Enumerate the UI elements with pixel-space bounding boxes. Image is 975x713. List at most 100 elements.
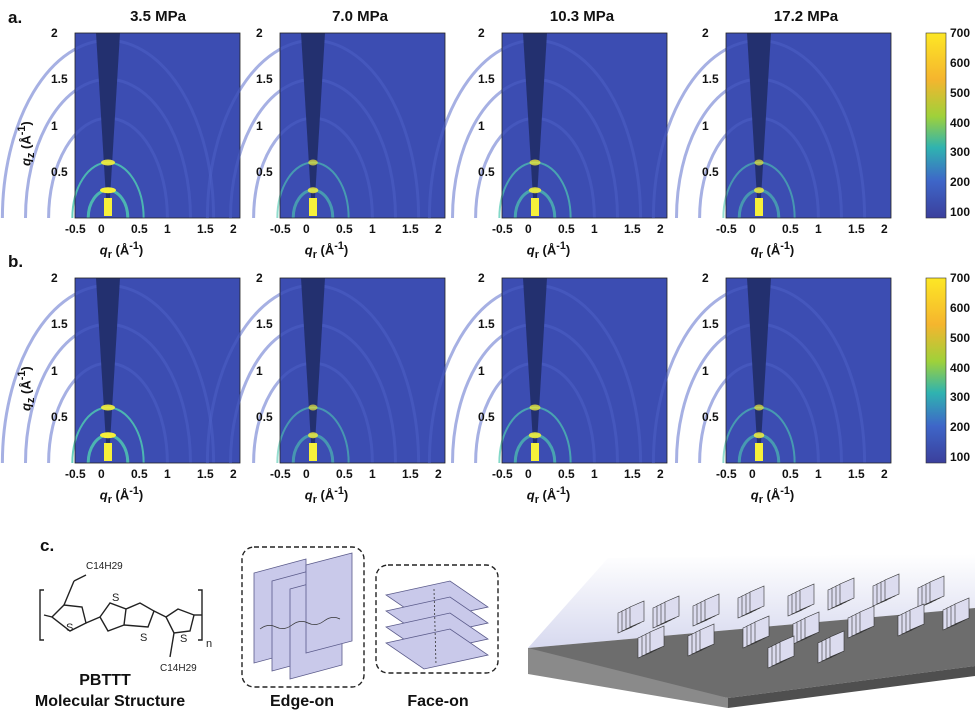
y-tick: 0.5 [478,409,495,424]
colorbar-tick: 500 [950,85,971,100]
y-tick: 0.5 [702,164,719,179]
colorbar-b [925,277,947,464]
sulfur-4: S [180,633,187,645]
x-tick: -0.5 [716,222,737,236]
y-tick: 1 [256,118,263,133]
x-tick: 0 [749,222,756,236]
x-tick: 0.5 [782,467,799,481]
heatmap-a-2 [205,32,446,219]
crystallite [884,573,900,601]
panel-c-label: c. [40,536,55,555]
y-tick: 1.5 [702,72,719,87]
x-tick: 2 [881,467,888,481]
heatmap-b-2 [205,277,446,464]
x-tick: 1.5 [848,467,865,481]
colorbar-tick: 300 [950,390,971,405]
x-tick: 1.5 [402,222,419,236]
x-tick: 0 [749,467,756,481]
y-tick: 2 [51,271,58,285]
pbttt-caption: Molecular Structure [34,693,186,710]
heatmap-b-3 [427,277,668,464]
colorbar-tick: 700 [950,271,971,285]
y-tick: 2 [478,271,485,285]
x-tick: 1 [815,222,822,236]
x-axis-label: qr (Å-1) [750,240,795,261]
y-tick: 2 [256,271,263,285]
x-tick: 1 [591,467,598,481]
x-tick: -0.5 [492,467,513,481]
x-tick: -0.5 [65,222,86,236]
sulfur-3: S [140,632,147,644]
crystallite [909,603,925,631]
crystallite [804,611,820,639]
y-tick: 2 [702,26,709,40]
x-tick: 2 [435,222,442,236]
colorbar-tick: 600 [950,300,971,315]
y-tick: 0.5 [51,409,68,424]
x-tick: -0.5 [270,222,291,236]
y-tick: 2 [256,26,263,40]
y-tick: 0.5 [478,164,495,179]
crystallite [799,583,815,611]
crystallite [779,635,795,663]
crystallite [629,600,645,628]
colorbar-tick: 100 [950,450,971,465]
colorbar-tick: 500 [950,330,971,345]
y-tick: 1.5 [702,317,719,332]
repeat-unit: n [206,638,212,650]
y-tick: 1.5 [256,317,273,332]
crystallite [839,577,855,605]
x-tick: 1 [369,467,376,481]
x-tick: 2 [881,222,888,236]
sulfur-2: S [112,592,119,604]
y-tick: 0.5 [256,164,273,179]
side-chain-bottom: C14H29 [160,663,197,674]
colorbar-tick: 700 [950,26,971,40]
colorbar-tick: 300 [950,145,971,160]
x-axis-label: qr (Å-1) [526,485,571,506]
colorbar-tick: 400 [950,115,971,130]
x-tick: 0 [303,222,310,236]
x-tick: 0.5 [558,467,575,481]
pressure-title-4: 17.2 MPa [773,8,839,25]
x-axis-label: qr (Å-1) [526,240,571,261]
y-tick: 0.5 [702,409,719,424]
y-tick: 1.5 [478,317,495,332]
crystallite [829,630,845,658]
x-tick: -0.5 [716,467,737,481]
crystallite [699,623,715,651]
crystallite [929,575,945,603]
heatmap-a-4 [651,32,892,219]
panel-a-label: a. [8,8,23,27]
y-tick: 1 [702,363,709,378]
x-tick: 0 [98,222,105,236]
sulfur-1: S [66,622,73,634]
x-tick: 0.5 [131,222,148,236]
y-tick: 0.5 [51,164,68,179]
y-tick: 1 [478,363,485,378]
pbttt-structure: S S S S C14H29 C14H29 n [39,561,212,674]
x-tick: 0 [303,467,310,481]
side-chain-top: C14H29 [86,561,123,572]
panel-b-label: b. [8,252,24,271]
crystallite [749,585,765,613]
heatmap-a-3 [427,32,668,219]
x-tick: 1.5 [624,467,641,481]
y-tick: 2 [51,26,58,40]
y-tick: 1.5 [478,72,495,87]
x-tick: 1 [815,467,822,481]
y-tick: 1 [256,363,263,378]
orientation-schematics [241,546,499,688]
x-tick: 0.5 [131,467,148,481]
crystallite [704,593,720,621]
colorbar-a [925,32,947,219]
colorbar-tick: 200 [950,420,971,435]
x-tick: 2 [230,222,237,236]
colorbar-tick: 600 [950,55,971,70]
x-tick: 1 [369,222,376,236]
colorbar-tick: 400 [950,360,971,375]
pressure-title-2: 7.0 MPa [332,8,388,25]
y-tick: 0.5 [256,409,273,424]
y-tick: 1.5 [256,72,273,87]
y-tick: 2 [702,271,709,285]
